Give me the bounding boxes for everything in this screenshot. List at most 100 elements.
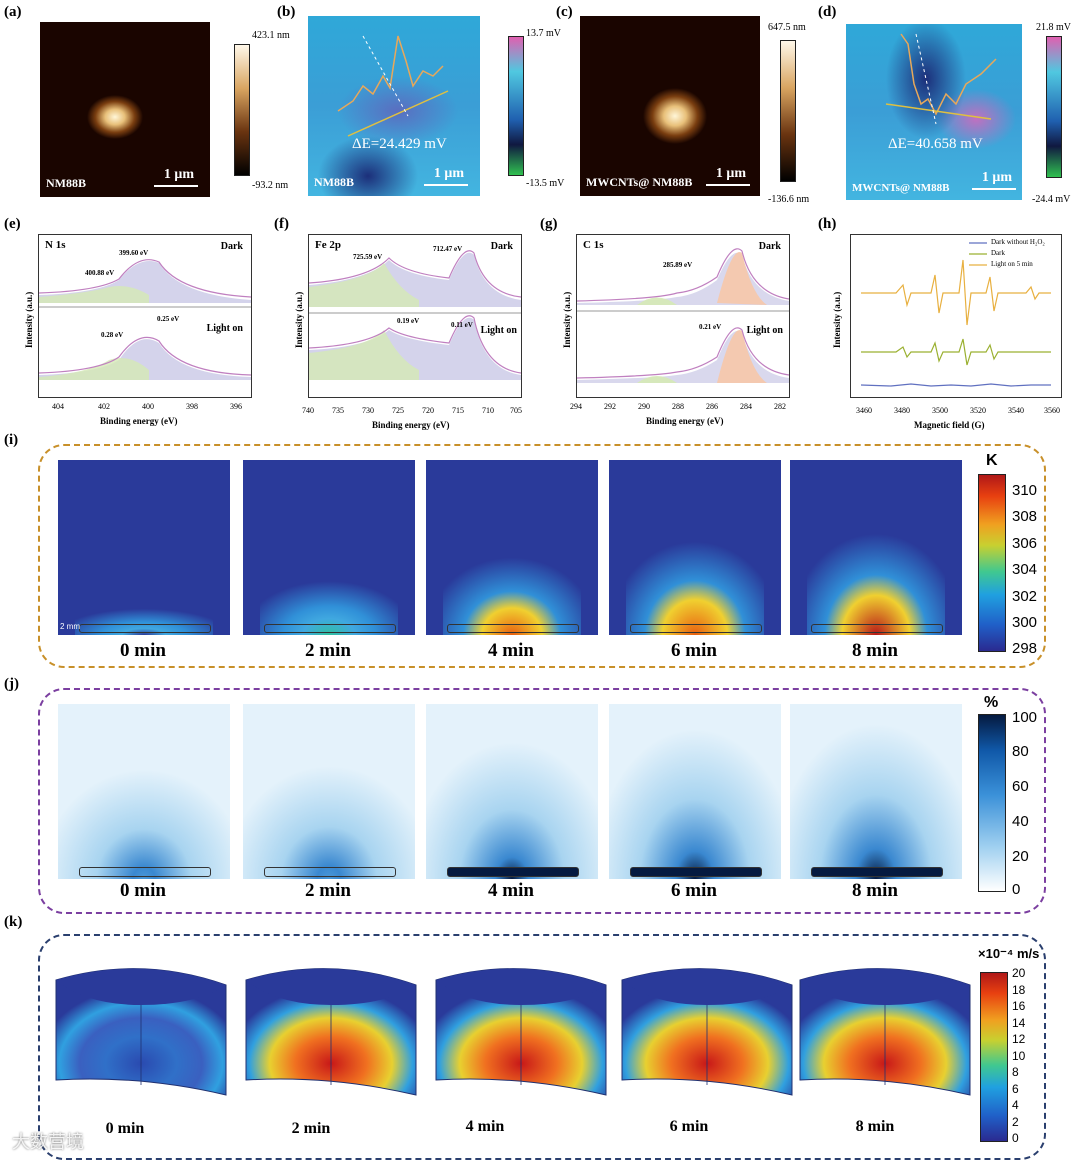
time-label: 2 min <box>291 1120 331 1137</box>
x-tick: 284 <box>740 402 752 411</box>
cb-max: 13.7 mV <box>526 28 561 39</box>
x-tick: 725 <box>392 406 404 415</box>
xps-n1s-plot: N 1s Dark Light on 399.60 eV 400.88 eV 0… <box>38 234 252 398</box>
time-label: 6 min <box>671 880 717 901</box>
potential-difference: ΔE=24.429 mV <box>352 136 447 152</box>
temperature-map <box>58 460 230 635</box>
scale-bar <box>424 184 468 186</box>
time-label: 4 min <box>488 640 534 661</box>
colorbar-tick: 310 <box>1012 482 1038 499</box>
peak-annotation: 399.60 eV <box>119 249 149 257</box>
xps-c1s-plot: C 1s Dark Light on 285.89 eV 0.21 eV <box>576 234 790 398</box>
time-label: 4 min <box>488 880 534 901</box>
sample-label: NM88B <box>46 176 86 190</box>
y-axis-label: Intensity (a.u.) <box>24 291 34 348</box>
concentration-map <box>609 704 781 879</box>
colorbar-tick: 18 <box>1012 983 1026 997</box>
colorbar-tick: 6 <box>1012 1082 1019 1096</box>
dark-label: Dark <box>220 241 243 252</box>
concentration-map <box>790 704 962 879</box>
colorbar-tick: 14 <box>1012 1016 1026 1030</box>
temperature-colorbar <box>978 474 1006 652</box>
dark-label: Dark <box>490 241 513 252</box>
epr-plot: Dark without H₂O₂ Dark Light on 5 min <box>850 234 1062 398</box>
shift-annotation: 0.19 eV <box>397 317 420 325</box>
x-tick: 3460 <box>856 406 872 415</box>
concentration-map <box>58 704 230 879</box>
cb-max: 21.8 mV <box>1036 22 1071 33</box>
x-tick: 292 <box>604 402 616 411</box>
watermark: 大数营境 <box>12 1132 84 1153</box>
peak-annotation: 712.47 eV <box>433 245 463 253</box>
potential-difference: ΔE=40.658 mV <box>888 136 983 152</box>
sample-label: MWCNTs@ NM88B <box>852 182 950 194</box>
colorbar-tick: 0 <box>1012 1131 1019 1145</box>
x-tick: 400 <box>142 402 154 411</box>
panel-b-label: (b) <box>277 4 296 20</box>
cb-max: 647.5 nm <box>768 22 806 33</box>
colorbar-tick: 20 <box>1012 848 1029 865</box>
x-tick: 404 <box>52 402 64 411</box>
velocity-3d-model <box>790 960 980 1120</box>
scale-text: 1 μm <box>981 170 1012 185</box>
colorbar-unit: K <box>986 452 998 469</box>
x-tick: 740 <box>302 406 314 415</box>
concentration-map <box>243 704 415 879</box>
x-tick: 288 <box>672 402 684 411</box>
time-label: 2 min <box>305 880 351 901</box>
time-label: 2 min <box>305 640 351 661</box>
x-tick: 294 <box>570 402 582 411</box>
x-tick: 3560 <box>1044 406 1060 415</box>
colorbar-tick: 2 <box>1012 1115 1019 1129</box>
time-label: 0 min <box>120 880 166 901</box>
x-tick: 735 <box>332 406 344 415</box>
time-label: 0 min <box>105 1120 145 1137</box>
shift-annotation: 0.11 eV <box>451 321 473 329</box>
temperature-map <box>609 460 781 635</box>
cb-min: -136.6 nm <box>768 194 810 205</box>
x-axis-label: Binding energy (eV) <box>372 420 450 430</box>
scale-text: 1 μm <box>715 166 746 181</box>
velocity-3d-model <box>236 960 426 1120</box>
colorbar-tick: 16 <box>1012 999 1026 1013</box>
legend-item: Light on 5 min <box>991 260 1033 268</box>
colorbar-tick: 306 <box>1012 535 1038 552</box>
xps-fe2p-plot: Fe 2p Dark Light on 725.59 eV 712.47 eV … <box>308 234 522 398</box>
sample-label: NM88B <box>314 175 354 189</box>
x-axis-label: Binding energy (eV) <box>646 416 724 426</box>
cb-min: -13.5 mV <box>526 178 565 189</box>
peak-annotation: 400.88 eV <box>85 269 115 277</box>
x-tick: 396 <box>230 402 242 411</box>
colorbar-tick: 100 <box>1012 709 1038 726</box>
cb-min: -24.4 mV <box>1032 194 1071 205</box>
panel-e-label: (e) <box>4 216 21 232</box>
scale-bar <box>706 184 750 186</box>
scale-text: 1 μm <box>433 166 464 181</box>
panel-d-label: (d) <box>818 4 837 20</box>
potential-profile-overlay <box>337 35 449 137</box>
scale-bar <box>972 188 1016 190</box>
velocity-3d-model <box>426 960 616 1120</box>
potential-profile-overlay <box>885 33 997 125</box>
x-tick: 3480 <box>894 406 910 415</box>
time-label: 4 min <box>465 1118 505 1135</box>
height-colorbar <box>780 40 796 182</box>
time-label: 6 min <box>669 1118 709 1135</box>
colorbar-tick: 60 <box>1012 778 1029 795</box>
colorbar-unit: % <box>984 694 999 711</box>
x-tick: 705 <box>510 406 522 415</box>
colorbar-tick: 12 <box>1012 1032 1026 1046</box>
peak-annotation: 725.59 eV <box>353 253 383 261</box>
x-axis-label: Magnetic field (G) <box>914 420 985 430</box>
panel-j-label: (j) <box>4 676 19 692</box>
dark-label: Dark <box>758 241 781 252</box>
kpfm-potential-image: ΔE=24.429 mV NM88B 1 μm <box>308 16 480 196</box>
panel-g-label: (g) <box>540 216 558 232</box>
dashed-frame-j <box>38 688 1046 914</box>
x-tick: 710 <box>482 406 494 415</box>
spectrum-title: C 1s <box>583 239 604 251</box>
light-label: Light on <box>206 323 243 334</box>
concentration-map <box>426 704 598 879</box>
colorbar-tick: 308 <box>1012 508 1038 525</box>
time-label: 8 min <box>852 880 898 901</box>
